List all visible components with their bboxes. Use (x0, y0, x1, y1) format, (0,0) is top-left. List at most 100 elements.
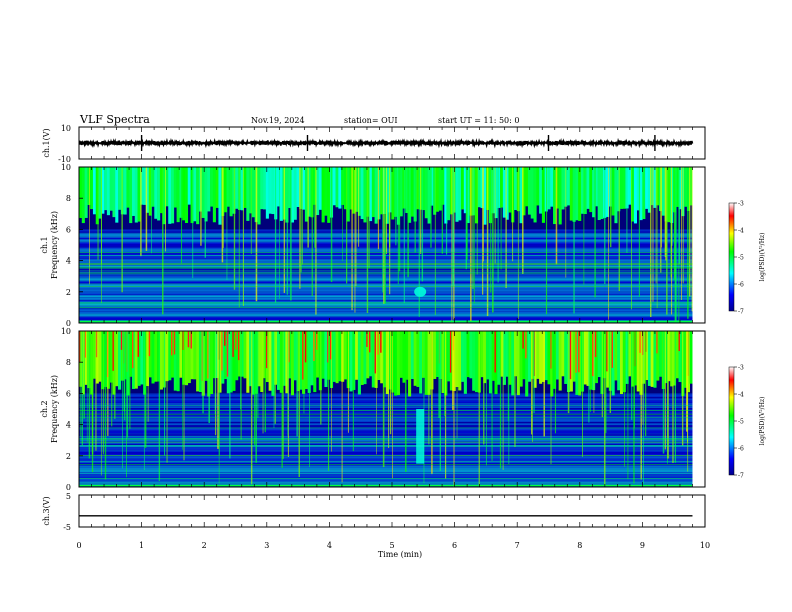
spec-band-column (539, 167, 543, 214)
spec-band-peak (190, 331, 192, 349)
spec-band-column (246, 167, 250, 221)
spec-band-column (168, 167, 172, 224)
spec-band-column (472, 167, 476, 216)
spec-band-column (293, 331, 297, 381)
spec-band-column (438, 167, 442, 211)
spec-band-column (338, 331, 342, 382)
spec-band-column (140, 331, 144, 385)
spec-band-column (558, 167, 562, 225)
spec-band-column (198, 331, 202, 393)
spec-band-column (511, 331, 515, 396)
spec-band-column (257, 331, 261, 387)
spec-band-column (279, 167, 283, 221)
spec-noise-row (79, 468, 693, 471)
x-tick-label: 3 (264, 541, 269, 550)
spec-band-column (299, 331, 303, 390)
spec-band-column (324, 167, 328, 216)
spec-band-column (494, 167, 498, 219)
spec-noise-row (79, 305, 693, 308)
spec-streak (416, 409, 425, 464)
spec-noise-row (79, 421, 693, 424)
spec-noise-row (79, 455, 693, 458)
spec-band-column (343, 331, 348, 380)
spec-band-column (508, 167, 512, 213)
spec-noise-row (79, 312, 693, 315)
spec-band-column (500, 167, 504, 208)
spec-noise-row (79, 451, 693, 454)
spec-band-column (129, 167, 133, 224)
ch1-spec-ytick: 2 (66, 288, 71, 297)
spec-band-column (196, 331, 200, 392)
ch2-colorbar (728, 366, 735, 476)
spec-noise-row (79, 448, 693, 451)
spec-band-column (672, 331, 677, 386)
spec-band-column (396, 331, 400, 396)
spec-band-column (483, 167, 487, 225)
spec-band-column (569, 167, 573, 221)
spec-band-column (137, 167, 141, 222)
spec-band-column (249, 331, 253, 387)
spec-band-column (118, 331, 122, 390)
spec-band-column (578, 331, 582, 396)
spec-band-column (461, 331, 465, 382)
spec-band-column (380, 331, 384, 384)
spec-band-column (402, 331, 406, 383)
ch1-cbtick: -6 (738, 282, 744, 289)
spec-band-column (617, 331, 621, 391)
ch2-colorbar-label: log(PSD)(V²/Hz) (759, 397, 766, 446)
figure-title: VLF Spectra (79, 113, 150, 126)
spec-noise-row (79, 443, 693, 446)
spec-band-peak (313, 331, 315, 362)
spec-band-column (162, 167, 166, 225)
spec-band-peak (611, 331, 614, 368)
spec-band-column (380, 167, 384, 215)
spec-band-peak (449, 331, 452, 373)
spec-band-column (268, 167, 272, 214)
start-time-label: start UT = 11: 50: 0 (438, 116, 519, 125)
spec-noise-row (79, 302, 693, 305)
spec-band-column (288, 167, 292, 208)
ch2-spec-ylabel2: Frequency (kHz) (50, 375, 59, 443)
spec-band-column (143, 167, 147, 205)
spec-band-column (98, 331, 102, 382)
spec-band-column (179, 167, 183, 218)
spec-band-column (558, 331, 562, 391)
spec-band-column (461, 167, 465, 210)
spec-band-column (550, 167, 554, 207)
spec-band-column (321, 331, 325, 379)
spec-band-column (360, 167, 364, 220)
spec-band-column (92, 331, 97, 379)
spec-band-column (357, 167, 361, 216)
spec-band-column (458, 167, 462, 221)
spec-band-column (134, 331, 138, 389)
spec-band-column (212, 167, 216, 223)
spec-band-column (84, 331, 88, 385)
spec-band-peak (374, 331, 376, 374)
spec-band-column (81, 331, 85, 395)
spec-band-column (600, 167, 604, 220)
spec-band-column (550, 331, 554, 397)
spec-band-column (391, 331, 395, 393)
spec-band-column (366, 331, 370, 379)
spec-band-column (324, 331, 328, 388)
spec-band-column (84, 167, 88, 218)
spec-band-column (606, 167, 610, 217)
spec-band-column (625, 331, 629, 384)
spec-band-column (212, 331, 216, 379)
spec-band-column (260, 331, 264, 392)
spec-band-column (243, 331, 247, 379)
spec-band-column (684, 167, 688, 207)
spec-band-peak (137, 331, 139, 357)
ch3-ylabel: ch.3(V) (42, 496, 51, 525)
spec-noise-row (79, 393, 693, 396)
spec-band-column (165, 167, 169, 207)
spec-band-column (215, 331, 219, 379)
spec-band-column (374, 331, 378, 388)
spec-band-column (469, 331, 473, 379)
spec-band-column (555, 331, 559, 380)
spec-noise-row (79, 401, 693, 404)
spec-band-column (611, 167, 615, 216)
spec-band-peak (148, 331, 151, 357)
spec-noise-row (79, 440, 693, 443)
spec-band-column (667, 167, 671, 223)
